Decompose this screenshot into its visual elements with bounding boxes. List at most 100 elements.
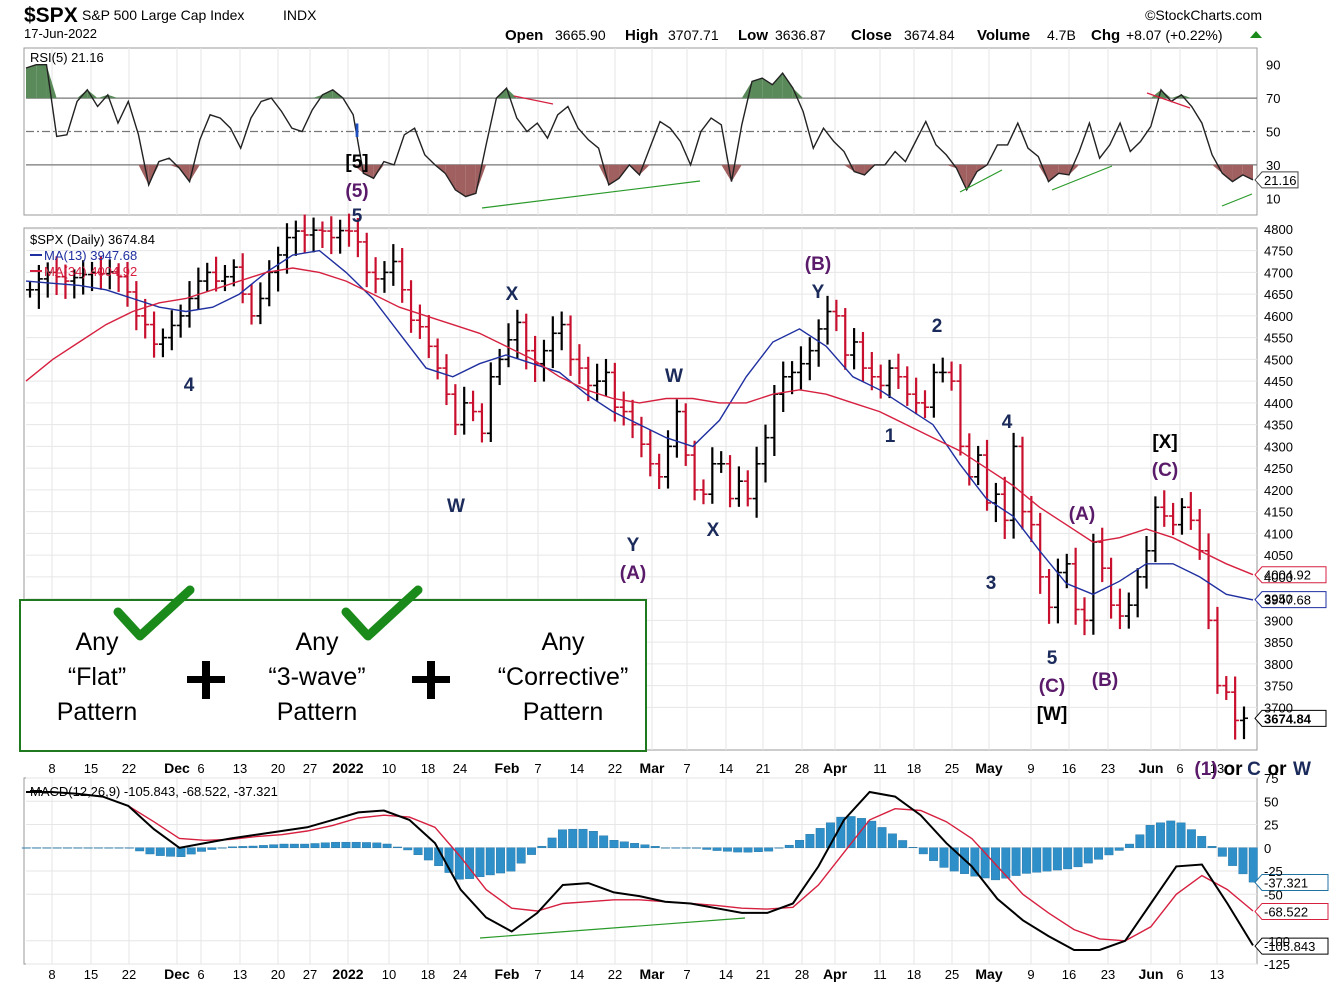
macd-histogram-bar bbox=[918, 847, 928, 855]
wave-label: 2 bbox=[932, 316, 943, 337]
macd-y-tick: 50 bbox=[1264, 794, 1278, 809]
rsi-oversold-fill bbox=[465, 164, 476, 197]
x-tick-label: 13 bbox=[1210, 967, 1224, 982]
wave-label: (A) bbox=[1069, 504, 1095, 525]
macd-histogram-bar bbox=[1248, 847, 1258, 883]
low-label: Low bbox=[738, 27, 768, 44]
up-arrow-icon bbox=[1250, 31, 1262, 38]
rsi-divergence-line bbox=[1221, 193, 1253, 207]
x-tick-label: 23 bbox=[1101, 761, 1115, 776]
price-y-tick: 4050 bbox=[1264, 548, 1293, 563]
macd-histogram-bar bbox=[722, 847, 732, 852]
rsi-overbought-fill bbox=[782, 73, 793, 99]
macd-histogram-bar bbox=[382, 843, 392, 848]
pattern-1-line2: “Flat” bbox=[68, 663, 126, 691]
price-y-tick: 3850 bbox=[1264, 635, 1293, 650]
macd-y-tick: 75 bbox=[1264, 771, 1278, 786]
x-tick-label: Dec bbox=[164, 966, 190, 982]
checkmark-icon bbox=[113, 585, 195, 641]
macd-histogram-bar bbox=[1042, 847, 1052, 872]
price-y-tick: 4350 bbox=[1264, 418, 1293, 433]
x-tick-label: 18 bbox=[907, 967, 921, 982]
x-tick-label: 14 bbox=[570, 967, 584, 982]
date: 17-Jun-2022 bbox=[24, 26, 97, 41]
macd-last-value: -68.522 bbox=[1264, 904, 1308, 919]
macd-histogram-bar bbox=[949, 847, 959, 872]
macd-histogram-bar bbox=[124, 847, 134, 849]
macd-histogram-bar bbox=[186, 847, 196, 855]
macd-histogram-bar bbox=[52, 847, 62, 849]
macd-histogram-bar bbox=[1021, 847, 1031, 874]
macd-histogram-bar bbox=[743, 847, 753, 853]
wave-label: (C) bbox=[1039, 676, 1065, 697]
macd-histogram-bar bbox=[197, 847, 206, 852]
wave-label: (B) bbox=[1092, 670, 1118, 691]
x-tick-label: 27 bbox=[303, 761, 317, 776]
x-tick-label: 16 bbox=[1062, 761, 1076, 776]
price-last-value-tag bbox=[1254, 591, 1327, 609]
macd-histogram-bar bbox=[774, 847, 784, 849]
x-tick-label: Feb bbox=[495, 966, 520, 982]
macd-histogram-bar bbox=[557, 829, 567, 848]
x-tick-label: 2022 bbox=[332, 966, 363, 982]
rsi-divergence-line bbox=[513, 95, 554, 105]
macd-histogram-bar bbox=[351, 841, 361, 848]
price-plot: 4004.92 3947.68 3674.84 bbox=[25, 213, 1327, 740]
macd-histogram-bar bbox=[609, 840, 619, 848]
x-tick-label: 7 bbox=[534, 967, 541, 982]
macd-histogram-bar bbox=[588, 831, 598, 848]
rsi-divergence-line bbox=[1051, 165, 1113, 191]
macd-y-tick: 25 bbox=[1264, 818, 1278, 833]
macd-histogram-bar bbox=[640, 844, 650, 848]
price-y-tick: 4450 bbox=[1264, 374, 1293, 389]
macd-histogram-bar bbox=[784, 844, 794, 848]
macd-histogram-bar bbox=[970, 847, 980, 877]
macd-histogram-bar bbox=[300, 843, 310, 848]
macd-histogram-bar bbox=[1156, 822, 1165, 848]
macd-histogram-bar bbox=[248, 845, 258, 848]
price-y-tick: 4500 bbox=[1264, 352, 1293, 367]
pattern-3-line1: Any bbox=[541, 628, 585, 656]
macd-y-tick: -125 bbox=[1264, 957, 1290, 972]
macd-histogram-bar bbox=[362, 842, 371, 848]
low-value: 3636.87 bbox=[775, 27, 826, 43]
macd-histogram-bar bbox=[310, 843, 320, 848]
rsi-overbought-fill bbox=[87, 89, 98, 99]
macd-histogram-bar bbox=[217, 847, 227, 849]
macd-histogram-bar bbox=[1011, 847, 1021, 876]
macd-histogram-bar bbox=[702, 847, 712, 850]
x-tick-label: Apr bbox=[823, 760, 848, 776]
x-tick-label: 16 bbox=[1062, 967, 1076, 982]
macd-histogram-bar bbox=[568, 828, 578, 848]
macd-histogram-bar bbox=[681, 847, 691, 849]
rsi-overbought-fill bbox=[1160, 89, 1172, 99]
wave-label: (1) bbox=[1194, 759, 1217, 780]
x-tick-label: 24 bbox=[453, 967, 467, 982]
x-tick-label: 18 bbox=[421, 761, 435, 776]
macd-histogram-bar bbox=[578, 828, 588, 848]
rsi-divergence-line bbox=[481, 180, 701, 209]
x-tick-label: 6 bbox=[197, 761, 204, 776]
macd-histogram-bar bbox=[496, 847, 506, 874]
rsi-y-tick: 10 bbox=[1266, 191, 1280, 206]
pattern-1-line3: Pattern bbox=[57, 698, 138, 726]
high-value: 3707.71 bbox=[668, 27, 719, 43]
price-last-value-tag bbox=[1254, 566, 1327, 584]
x-tick-label: 9 bbox=[1027, 761, 1034, 776]
index-name: S&P 500 Large Cap Index bbox=[82, 7, 244, 23]
rsi-oversold-fill bbox=[1058, 164, 1069, 175]
macd-histogram-bar bbox=[547, 837, 557, 848]
macd-histogram-bar bbox=[764, 847, 774, 852]
rsi-oversold-fill bbox=[1232, 164, 1243, 182]
macd-histogram-bar bbox=[661, 847, 670, 849]
macd-histogram-bar bbox=[145, 847, 155, 855]
x-tick-label: Feb bbox=[495, 760, 520, 776]
macd-histogram-bar bbox=[898, 840, 908, 848]
wave-label: W bbox=[665, 366, 683, 387]
macd-histogram-bar bbox=[423, 847, 433, 861]
macd-histogram-bar bbox=[867, 820, 877, 848]
rsi-overbought-fill bbox=[46, 64, 57, 99]
x-tick-label: 20 bbox=[271, 967, 285, 982]
macd-histogram-bar bbox=[537, 845, 547, 848]
exchange: INDX bbox=[283, 7, 317, 23]
